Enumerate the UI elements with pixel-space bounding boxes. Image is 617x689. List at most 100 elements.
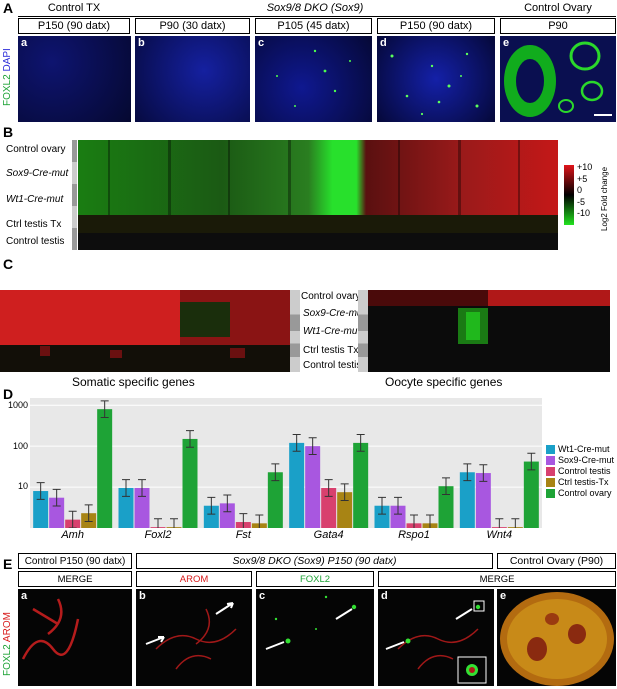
timepoint-a: P150 (90 datx) (18, 18, 130, 34)
e-group-control: Control P150 (90 datx) (18, 553, 132, 569)
legend-swatch-2 (546, 467, 555, 477)
heatmap-b-row-bar (72, 140, 77, 250)
e-channel-b: AROM (136, 571, 252, 587)
error-bar-wnt4-0 (463, 463, 472, 482)
error-bar-gata4-2 (324, 479, 333, 497)
e-group-ovary: Control Ovary (P90) (497, 553, 616, 569)
colorbar-tick-0: +10 (577, 162, 593, 172)
timepoint-b: P90 (30 datx) (135, 18, 250, 34)
heatmap-b-row-2: Wt1-Cre-mut (6, 194, 64, 205)
error-bar-rspo1-1 (394, 496, 402, 515)
heatmap-c-row-bar-left (290, 290, 300, 372)
panel-d-letter: D (3, 386, 14, 402)
heatmap-b-row-4: Control testis (6, 236, 65, 247)
colorbar-label: Log2 Fold change (600, 166, 609, 231)
error-bar-rspo1-2 (410, 514, 418, 528)
e-micrograph-b: b (136, 589, 252, 686)
error-bar-wnt4-4 (527, 452, 536, 471)
timepoint-c: P105 (45 datx) (255, 18, 372, 34)
timepoint-d: P150 (90 datx) (377, 18, 495, 34)
e-group-dko: Sox9/8 DKO (Sox9) P150 (90 datx) (136, 553, 493, 569)
colorbar-tick-4: -10 (577, 208, 591, 218)
dko-header: Sox9/8 DKO (Sox9) (266, 2, 364, 14)
bar-foxl2-0 (118, 487, 134, 528)
bar-wnt4-4 (523, 461, 539, 528)
legend-item-4: Control ovary (546, 488, 612, 499)
category-label-rspo1: Rspo1 (398, 529, 430, 541)
panel-b-letter: B (3, 124, 14, 140)
bar-foxl2-1 (134, 487, 150, 528)
colorbar-tick-3: -5 (577, 196, 586, 207)
legend-swatch-4 (546, 489, 555, 499)
micrograph-b: b (135, 36, 250, 122)
colorbar-tick-2: 0 (577, 185, 583, 195)
legend-swatch-3 (546, 478, 555, 488)
legend-label-1: Sox9-Cre-mut (558, 455, 615, 465)
panel-a-side-label: FOXL2 DAPI (2, 48, 13, 106)
category-label-amh: Amh (61, 529, 84, 541)
micrograph-a: a (18, 36, 131, 122)
control-ovary-header: Control Ovary (524, 2, 592, 14)
category-label-wnt4: Wnt4 (486, 529, 513, 541)
bar-amh-1 (49, 497, 65, 528)
heatmap-c-row-1: Sox9-Cre-mut (303, 308, 366, 319)
bar-fst-4 (267, 472, 283, 528)
bar-wnt4-0 (459, 472, 475, 528)
bar-rspo1-4 (438, 486, 454, 528)
bar-amh-4 (97, 409, 113, 528)
bar-rspo1-1 (390, 505, 406, 528)
e-channel-a: MERGE (18, 571, 132, 587)
e-micrograph-a: a (18, 589, 132, 686)
bar-wnt4-1 (475, 473, 491, 528)
micrograph-d: d (377, 36, 495, 122)
legend-label-3: Ctrl testis-Tx (558, 477, 609, 487)
panel-e-side-label: FOXL2 AROM (2, 612, 13, 676)
error-bar-gata4-3 (340, 483, 349, 502)
error-bar-rspo1-0 (378, 496, 386, 515)
heatmap-c-row-bar-right (358, 290, 368, 372)
legend-label-0: Wt1-Cre-mut (558, 444, 610, 454)
heatmap-b-row-3: Ctrl testis Tx (6, 219, 62, 230)
bar-gata4-4 (353, 442, 369, 528)
header-divider (18, 16, 616, 17)
heatmap-b (78, 140, 558, 250)
y-tick-2: 10 (17, 481, 28, 491)
error-bar-fst-3 (255, 514, 264, 528)
category-label-gata4: Gata4 (313, 529, 344, 541)
error-bar-foxl2-3 (170, 518, 178, 528)
y-tick-1: 100 (12, 441, 28, 451)
legend-item-2: Control testis (546, 466, 611, 477)
timepoint-e: P90 (500, 18, 616, 34)
oocyte-title: Oocyte specific genes (385, 375, 503, 389)
colorbar-ticks: +10 +5 0 -5 -10 (577, 162, 592, 220)
error-bar-amh-3 (84, 504, 93, 523)
e-channel-c: FOXL2 (256, 571, 374, 587)
bar-rspo1-0 (374, 505, 390, 528)
e-micrograph-d: d (378, 589, 494, 686)
y-tick-0: 1000 (7, 400, 28, 410)
heatmap-c-somatic (0, 290, 290, 372)
bar-foxl2-4 (182, 438, 198, 528)
heatmap-c-row-2: Wt1-Cre-mut (303, 326, 361, 337)
error-bar-gata4-0 (292, 434, 301, 452)
plot-background (30, 398, 542, 528)
error-bar-rspo1-4 (442, 477, 450, 496)
bar-chart-legend: Wt1-Cre-mut Sox9-Cre-mut Control testis Ctr… (546, 444, 616, 504)
bar-gata4-2 (321, 487, 337, 528)
error-bar-amh-0 (36, 482, 45, 500)
legend-swatch-1 (546, 456, 555, 466)
error-bar-fst-1 (223, 494, 232, 513)
category-label-fst: Fst (235, 529, 251, 541)
colorbar (564, 165, 574, 225)
error-bar-wnt4-3 (511, 518, 520, 528)
category-label-foxl2: Foxl2 (144, 529, 172, 541)
error-bar-amh-4 (100, 400, 109, 419)
somatic-title: Somatic specific genes (72, 375, 195, 389)
legend-label-4: Control ovary (558, 488, 612, 498)
bar-gata4-1 (305, 446, 321, 528)
control-tx-header: Control TX (47, 2, 101, 14)
error-bar-foxl2-2 (154, 518, 162, 528)
error-bar-fst-2 (239, 513, 248, 528)
error-bar-wnt4-2 (495, 518, 504, 528)
heatmap-c-oocyte (368, 290, 610, 372)
